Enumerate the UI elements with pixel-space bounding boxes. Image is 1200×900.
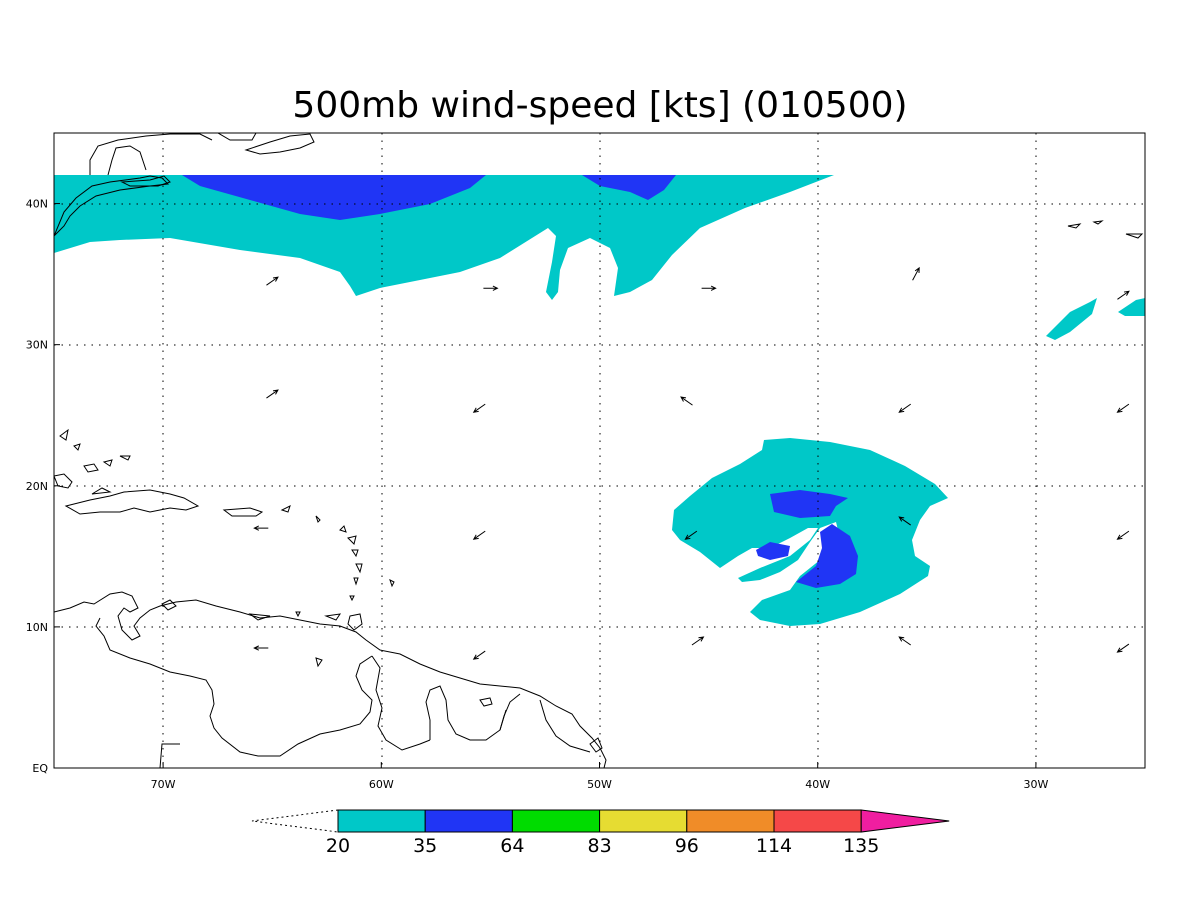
wind-shading-20-35-cyclone — [672, 438, 948, 626]
wind-vector-arrow — [1116, 643, 1130, 653]
wind-shading-20-35-east-a — [1046, 298, 1097, 340]
colorbar-segment — [773, 809, 862, 833]
lon-tick-label: 50W — [587, 778, 612, 791]
wind-shading-35-64-cyclone-a — [770, 490, 848, 518]
wind-vector-arrow — [266, 276, 279, 286]
wind-vector-arrow — [483, 285, 499, 291]
wind-vector-arrow — [1117, 290, 1130, 300]
lat-tick-label: 30N — [26, 339, 48, 352]
colorbar: 20 35 64 83 96 114 135 — [251, 809, 950, 857]
colorbar-level-label: 20 — [326, 835, 350, 857]
wind-vector-arrow — [898, 516, 912, 526]
wind-shading-35-64-north-a — [182, 175, 486, 220]
wind-vector-arrow — [1116, 530, 1130, 540]
lon-tick-label: 40W — [805, 778, 830, 791]
colorbar-level-label: 96 — [675, 835, 699, 857]
map-title: 500mb wind-speed [kts] (010500) — [292, 85, 907, 126]
colorbar-segment — [686, 809, 775, 833]
colorbar-segment — [599, 809, 688, 833]
wind-vector-arrow — [253, 645, 269, 651]
wind-vector-arrow — [680, 396, 693, 406]
lon-tick-label: 30W — [1023, 778, 1048, 791]
wind-vector-arrow — [898, 636, 912, 646]
wind-vector-arrow — [472, 650, 486, 660]
plot-area — [54, 133, 1145, 768]
colorbar-level-label: 135 — [843, 835, 879, 857]
wind-vector-arrow — [684, 530, 698, 540]
lon-tick-label: 60W — [369, 778, 394, 791]
wind-vector-arrow — [253, 525, 269, 531]
colorbar-level-label: 83 — [588, 835, 612, 857]
colorbar-segment — [337, 809, 426, 833]
colorbar-upper-extension — [860, 809, 950, 833]
colorbar-lower-extension — [251, 809, 339, 833]
lat-tick-label: 40N — [26, 198, 48, 211]
wind-shading-35-64-north-b — [582, 175, 676, 200]
wind-shading-20-35-north — [54, 175, 834, 300]
wind-shading-20-35-east-b — [1118, 298, 1145, 316]
wind-vector-arrow — [472, 403, 486, 413]
colorbar-level-label: 35 — [413, 835, 437, 857]
lat-tick-label: EQ — [32, 762, 48, 775]
lon-tick-label: 70W — [151, 778, 176, 791]
colorbar-level-label: 114 — [756, 835, 792, 857]
wind-vector-arrow — [472, 530, 486, 540]
grid-lines — [54, 133, 1145, 768]
colorbar-segment — [424, 809, 513, 833]
lat-tick-label: 10N — [26, 621, 48, 634]
coastlines — [54, 133, 1144, 768]
wind-vector-arrow — [1116, 403, 1130, 413]
lat-tick-label: 20N — [26, 480, 48, 493]
colorbar-level-label: 64 — [500, 835, 524, 857]
wind-vector-arrow — [912, 266, 920, 281]
colorbar-segment — [511, 809, 601, 833]
wind-vector-arrow — [266, 389, 279, 399]
wind-shading-35-64-cyclone-b — [756, 542, 790, 560]
wind-vectors — [253, 266, 1130, 660]
axis-ticks: 70W 60W 50W 40W 30W EQ 10N 20N 30N 40N — [26, 198, 1049, 791]
wind-shading-35-64-cyclone-c — [796, 524, 858, 588]
wind-vector-arrow — [701, 285, 717, 291]
wind-vector-arrow — [691, 636, 705, 646]
wind-vector-arrow — [898, 403, 912, 413]
